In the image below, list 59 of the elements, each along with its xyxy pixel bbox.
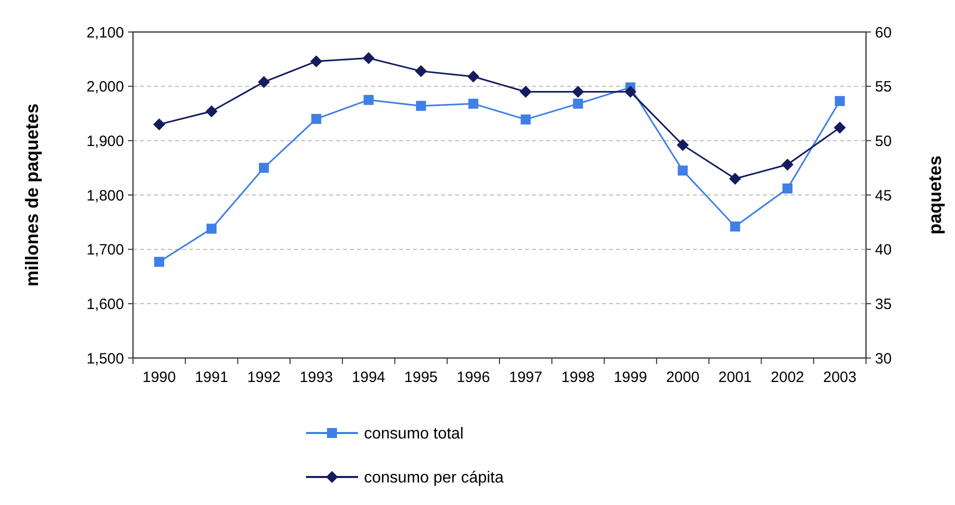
legend-label: consumo per cápita — [364, 470, 504, 487]
point — [573, 98, 584, 109]
y-tick-label: 2,100 — [86, 24, 124, 42]
y-tick-label: 1,700 — [86, 242, 124, 259]
y-tick-label: 1,600 — [86, 296, 124, 313]
point — [678, 166, 688, 176]
y2-tick-label: 30 — [875, 350, 892, 368]
x-tick-label: 1992 — [247, 369, 281, 386]
point — [834, 122, 846, 134]
point — [258, 162, 269, 173]
x-tick-label: 1991 — [194, 369, 228, 386]
x-tick-label: 1994 — [352, 369, 386, 386]
y2-tick-label: 60 — [875, 24, 892, 42]
x-tick-label: 2002 — [770, 369, 804, 386]
point — [153, 118, 166, 130]
point — [258, 76, 270, 88]
y2-tick-label: 50 — [875, 132, 892, 150]
point — [154, 256, 164, 267]
point — [624, 86, 636, 98]
point — [834, 96, 845, 106]
x-tick-label: 2001 — [718, 369, 752, 386]
x-tick-label: 1999 — [614, 369, 648, 386]
x-tick-label: 1996 — [456, 369, 490, 386]
point — [416, 100, 426, 111]
x-tick-label: 1993 — [300, 369, 333, 386]
point — [572, 86, 584, 98]
point — [782, 183, 792, 194]
point — [467, 70, 480, 83]
point — [520, 114, 531, 124]
y2-tick-label: 40 — [875, 242, 892, 259]
y2-tick-label: 55 — [875, 78, 892, 96]
x-tick-label: 1990 — [142, 369, 176, 386]
point — [206, 224, 217, 234]
point — [520, 86, 532, 98]
point — [781, 158, 794, 171]
y-axis-title: millones de paquetes — [22, 103, 42, 287]
point — [362, 52, 375, 64]
point — [729, 172, 742, 185]
y2-tick-label: 45 — [875, 187, 892, 204]
x-tick-label: 1998 — [561, 369, 595, 386]
x-tick-label: 2000 — [666, 369, 700, 386]
y-tick-label: 1,900 — [86, 132, 124, 150]
legend-label: consumo total — [364, 426, 464, 443]
x-tick-label: 2003 — [823, 369, 857, 386]
point — [414, 65, 427, 78]
point — [468, 98, 478, 109]
x-tick-label: 1995 — [404, 369, 438, 386]
y2-axis-title: paquetes — [925, 155, 945, 235]
point — [676, 139, 689, 152]
point — [310, 55, 322, 68]
point — [206, 105, 218, 118]
point — [730, 222, 740, 232]
y-tick-label: 1,800 — [86, 187, 124, 204]
y-tick-label: 2,000 — [86, 78, 124, 96]
point — [311, 114, 322, 124]
y2-tick-label: 35 — [875, 296, 892, 313]
point — [364, 94, 374, 105]
x-tick-label: 1997 — [508, 369, 542, 386]
y-tick-label: 1,500 — [86, 350, 124, 368]
